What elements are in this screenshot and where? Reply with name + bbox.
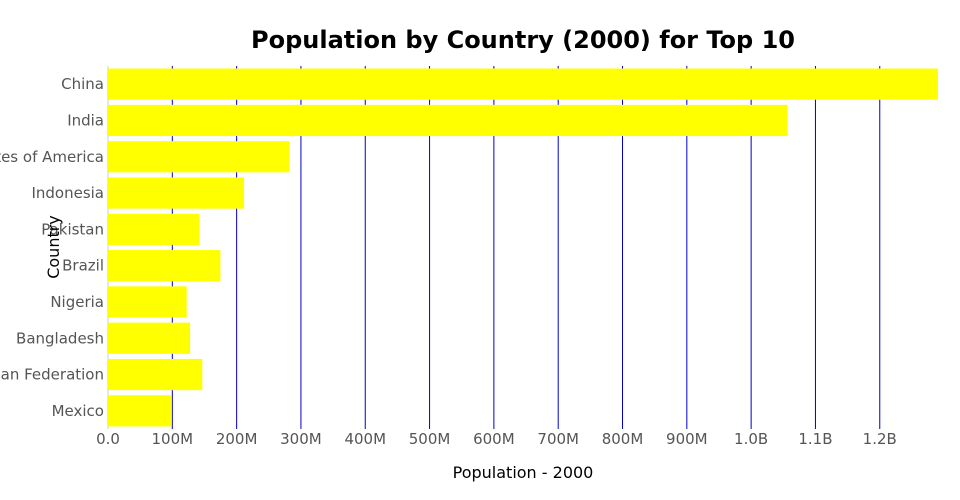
x-tick-labels: 0.0 100M 200M 300M 400M 500M 600M 700M 800M 900M 1… — [96, 430, 897, 448]
y-tick-label: Indonesia — [31, 184, 104, 202]
x-tick-label: 200M — [216, 430, 258, 448]
bar[interactable] — [108, 213, 200, 245]
bar[interactable] — [108, 322, 191, 354]
bar[interactable] — [108, 286, 187, 318]
x-tick-label: 500M — [409, 430, 451, 448]
bar[interactable] — [108, 250, 221, 282]
y-tick-label: Nigeria — [50, 293, 104, 311]
y-axis-title: Country — [44, 215, 63, 279]
bar[interactable] — [108, 395, 171, 427]
y-tick-label: Mexico — [52, 402, 104, 420]
bar[interactable] — [108, 104, 788, 137]
chart-title: Population by Country (2000) for Top 10 — [251, 26, 795, 54]
y-tick-labels: China India United States of America Indone… — [0, 75, 104, 420]
y-tick-label: India — [67, 111, 104, 129]
y-tick-label: China — [61, 75, 104, 93]
x-tick-label: 0.0 — [96, 430, 120, 448]
bar[interactable] — [108, 68, 938, 100]
y-tick-label: Pakistan — [41, 220, 104, 238]
x-tick-label: 1.0B — [734, 430, 768, 448]
x-tick-label: 700M — [537, 430, 579, 448]
x-tick-label: 1.1B — [798, 430, 832, 448]
y-tick-label: Brazil — [62, 257, 104, 275]
x-tick-label: 100M — [152, 430, 194, 448]
x-tick-label: 800M — [602, 430, 644, 448]
x-tick-label: 1.2B — [863, 430, 897, 448]
x-axis-title: Population - 2000 — [453, 463, 594, 482]
bar[interactable] — [108, 358, 203, 391]
bar[interactable] — [108, 177, 245, 209]
x-tick-label: 400M — [344, 430, 386, 448]
x-tick-label: 300M — [280, 430, 322, 448]
x-tick-label: 900M — [666, 430, 708, 448]
y-tick-label: United States of America — [0, 148, 104, 166]
bar[interactable] — [108, 141, 290, 173]
bars — [108, 68, 938, 427]
x-tick-label: 600M — [473, 430, 515, 448]
y-tick-label: Bangladesh — [16, 329, 104, 347]
y-tick-label: Russian Federation — [0, 366, 104, 384]
